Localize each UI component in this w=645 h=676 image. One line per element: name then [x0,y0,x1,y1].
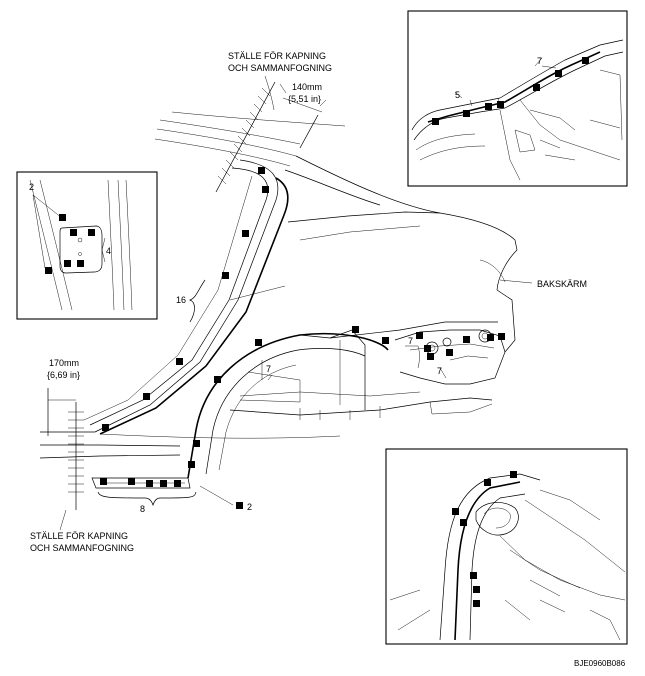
spot-weld-markers [100,167,505,509]
roof-rail-lines [154,111,346,167]
brace-7 [267,345,420,381]
spot-weld-marker [214,376,221,383]
callout-7-a: 7 [266,364,271,374]
spot-weld-marker [143,393,150,400]
dimension-top-in: {5,51 in} [288,94,321,104]
spot-weld-marker [352,326,359,333]
spot-weld-marker [59,214,66,221]
spot-weld-marker [242,230,249,237]
callout-7-inset: 7 [537,56,542,66]
spot-weld-marker [176,358,183,365]
spot-weld-marker [88,229,95,236]
spot-weld-marker [45,267,52,274]
brace-16 [188,279,206,323]
spot-weld-marker [485,103,492,110]
spot-weld-marker [446,349,453,356]
cut-label-bottom-line1: STÄLLE FÖR KAPNING [30,531,128,541]
callout-4: 4 [106,246,111,256]
spot-weld-marker [236,502,243,509]
cut-label-top-line2: OCH SAMMANFOGNING [228,63,332,73]
spot-weld-marker [255,339,262,346]
spot-weld-marker [533,84,540,91]
inset-detail-bottom-right [385,448,628,645]
inset-detail-top-right: 5 7 [407,10,628,187]
spot-weld-marker [64,260,71,267]
brace-8 [97,491,197,507]
rear-floor-structure [229,329,506,420]
spot-weld-marker [174,480,181,487]
cut-label-top-line1: STÄLLE FÖR KAPNING [228,51,326,61]
spot-weld-marker [193,440,200,447]
spot-weld-marker [416,332,423,339]
figure-code: BJE0960B086 [574,659,626,668]
main-view: STÄLLE FÖR KAPNING OCH SAMMANFOGNING 140… [30,51,587,553]
callout-2-inset: 2 [29,182,34,192]
spot-weld-marker [258,167,265,174]
callout-16: 16 [176,295,186,305]
callout-5: 5 [455,90,460,100]
spot-weld-marker [460,519,467,526]
spot-weld-marker [470,572,477,579]
quarter-panel-body [99,211,518,439]
dimension-top [279,83,327,113]
callout-7-b: 7 [408,336,413,346]
spot-weld-marker [128,478,135,485]
callout-8: 8 [140,504,145,514]
spot-weld-marker [498,333,505,340]
spot-weld-marker [188,461,195,468]
spot-weld-marker [146,480,153,487]
leader-lines [199,279,533,506]
spot-weld-marker [262,186,269,193]
cut-line-top [215,75,319,193]
spot-weld-marker [463,110,470,117]
spot-weld-marker [222,272,229,279]
spot-weld-marker [484,479,491,486]
cut-label-bottom-line2: OCH SAMMANFOGNING [30,543,134,553]
spot-weld-marker [452,508,459,515]
spot-weld-marker [487,334,494,341]
spot-weld-marker [497,101,504,108]
rocker-sill [39,431,191,489]
spot-weld-marker [473,586,480,593]
wheel-arch [187,329,389,479]
dimension-left-mm: 170mm [49,358,79,368]
spot-weld-marker [555,70,562,77]
dimension-top-mm: 140mm [292,82,322,92]
callout-2-bottom: 2 [247,502,252,512]
callout-7-c: 7 [437,366,442,376]
spot-weld-marker [102,424,109,431]
spot-weld-marker [432,118,439,125]
spot-weld-marker [510,471,517,478]
spot-weld-marker [70,229,77,236]
spot-weld-marker [473,600,480,607]
spot-weld-marker [160,480,167,487]
cut-line-bottom [47,388,84,531]
inset-detail-left: 2 4 [16,171,158,320]
spot-weld-marker [582,57,589,64]
spot-weld-marker [424,345,431,352]
dimension-left-in: {6,69 in} [47,370,80,380]
spot-weld-marker [382,337,389,344]
spot-weld-marker [427,353,434,360]
spot-weld-marker [77,260,84,267]
panel-name-label: BAKSKÄRM [537,279,587,289]
spot-weld-marker [100,478,107,485]
spot-weld-marker [463,336,470,343]
